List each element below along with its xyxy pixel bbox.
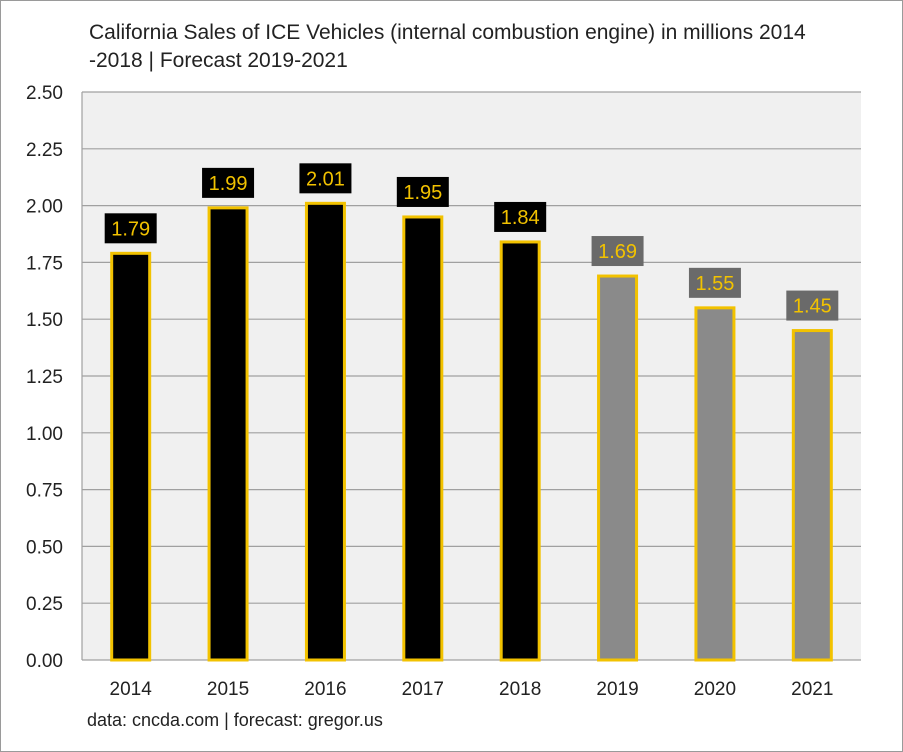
actual-bar	[207, 206, 249, 662]
x-tick-label: 2014	[110, 679, 153, 700]
x-tick-label: 2016	[304, 679, 346, 700]
data-label-box	[688, 267, 741, 298]
y-tick-label: 2.25	[26, 140, 63, 161]
y-tick-label: 1.00	[26, 424, 63, 445]
data-label: 1.99	[209, 173, 248, 195]
x-tick-label: 2020	[694, 679, 736, 700]
y-tick-label: 1.25	[26, 367, 63, 388]
actual-bar	[110, 251, 152, 662]
y-tick-label: 2.50	[26, 83, 63, 104]
data-label-box	[396, 176, 449, 207]
data-label: 1.69	[598, 241, 637, 263]
y-tick-label: 0.50	[26, 537, 63, 558]
forecast-bar	[694, 306, 736, 662]
y-tick-label: 1.75	[26, 253, 63, 274]
data-label-box	[786, 290, 839, 321]
forecast-bar	[597, 274, 639, 662]
data-label-box	[104, 213, 157, 244]
data-label: 2.01	[306, 168, 345, 190]
x-tick-label: 2019	[596, 679, 638, 700]
data-label: 1.45	[793, 296, 832, 318]
y-tick-label: 1.50	[26, 310, 63, 331]
x-tick-label: 2015	[207, 679, 249, 700]
data-label-box	[591, 236, 644, 267]
actual-bar	[499, 240, 541, 662]
x-tick-label: 2018	[499, 679, 541, 700]
data-label-box	[494, 201, 547, 232]
data-label-box	[299, 163, 352, 194]
y-tick-label: 0.75	[26, 481, 63, 502]
data-label: 1.55	[695, 273, 734, 295]
y-tick-label: 2.00	[26, 197, 63, 218]
source-note: data: cncda.com | forecast: gregor.us	[87, 710, 383, 730]
y-tick-label: 0.25	[26, 594, 63, 615]
data-label: 1.79	[111, 218, 150, 240]
data-label: 1.95	[403, 182, 442, 204]
actual-bar	[402, 215, 444, 662]
actual-bar	[304, 201, 346, 662]
data-label: 1.84	[501, 207, 540, 229]
forecast-bar	[791, 329, 833, 662]
chart-title: California Sales of ICE Vehicles (intern…	[89, 21, 806, 72]
data-label-box	[202, 167, 255, 198]
x-tick-label: 2021	[791, 679, 833, 700]
y-tick-label: 0.00	[26, 651, 63, 672]
x-tick-label: 2017	[402, 679, 444, 700]
